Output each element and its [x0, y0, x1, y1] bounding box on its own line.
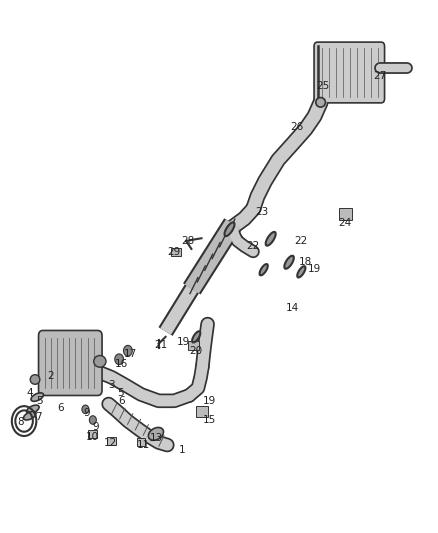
FancyBboxPatch shape [314, 42, 385, 103]
Ellipse shape [24, 411, 36, 420]
Circle shape [124, 345, 132, 356]
Text: 5: 5 [36, 396, 43, 406]
Text: 14: 14 [286, 303, 299, 313]
Circle shape [115, 354, 124, 365]
Text: 22: 22 [295, 236, 308, 246]
Text: 12: 12 [104, 439, 117, 448]
Text: 28: 28 [181, 236, 194, 246]
FancyBboxPatch shape [39, 330, 102, 395]
Text: 9: 9 [83, 408, 90, 418]
Text: 20: 20 [190, 346, 203, 356]
Text: 26: 26 [290, 122, 304, 132]
Text: 27: 27 [374, 71, 387, 80]
Text: 21: 21 [155, 341, 168, 350]
Text: 25: 25 [317, 82, 330, 91]
Text: 19: 19 [203, 396, 216, 406]
Text: 4: 4 [26, 389, 33, 398]
Text: 2: 2 [47, 371, 54, 381]
Ellipse shape [31, 393, 43, 401]
Bar [339, 208, 352, 220]
Text: 15: 15 [203, 415, 216, 425]
Bar [196, 406, 208, 417]
Text: 18: 18 [299, 257, 312, 267]
Text: 6: 6 [57, 403, 64, 413]
Text: 19: 19 [177, 337, 190, 347]
Text: 10: 10 [86, 432, 99, 442]
Ellipse shape [27, 405, 39, 414]
Text: 17: 17 [124, 350, 137, 359]
Text: 13: 13 [150, 433, 163, 443]
Text: 5: 5 [117, 389, 124, 398]
Text: 19: 19 [308, 264, 321, 274]
Bar [88, 431, 97, 438]
Text: 22: 22 [247, 241, 260, 251]
Text: 29: 29 [168, 247, 181, 256]
Ellipse shape [148, 427, 163, 440]
Ellipse shape [284, 256, 294, 269]
Text: 3: 3 [108, 380, 115, 390]
Text: 24: 24 [339, 218, 352, 228]
Text: 7: 7 [35, 412, 42, 422]
Circle shape [82, 405, 89, 414]
Ellipse shape [192, 331, 200, 343]
Text: 23: 23 [255, 207, 268, 217]
Text: 6: 6 [118, 396, 125, 406]
Ellipse shape [297, 266, 305, 278]
Bar [137, 438, 145, 447]
Bar [188, 341, 199, 350]
Text: 1: 1 [178, 446, 185, 455]
Bar [171, 247, 181, 255]
Text: 16: 16 [115, 359, 128, 368]
Ellipse shape [225, 222, 234, 236]
Circle shape [89, 416, 96, 424]
Text: 11: 11 [137, 440, 150, 450]
Ellipse shape [316, 98, 325, 107]
Ellipse shape [94, 356, 106, 367]
Text: 9: 9 [92, 423, 99, 432]
Ellipse shape [266, 232, 276, 246]
Ellipse shape [30, 375, 40, 384]
Text: 8: 8 [18, 417, 25, 427]
Bar [107, 437, 116, 446]
Ellipse shape [260, 264, 268, 276]
